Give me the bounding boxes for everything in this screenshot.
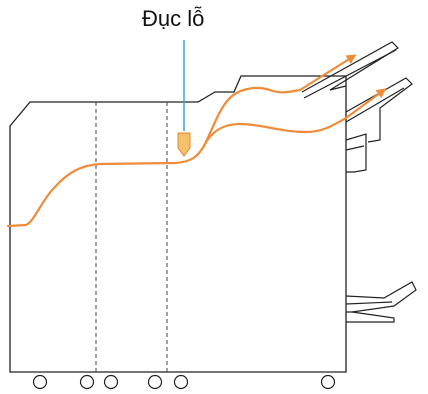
caster-wheel — [103, 374, 119, 390]
middle-output-tray — [345, 77, 413, 173]
caster-wheel — [147, 374, 163, 390]
paper-path-common — [6, 144, 206, 228]
finisher-body — [9, 75, 347, 373]
paper-path-top-tray — [202, 54, 357, 148]
bottom-output-tray — [345, 281, 417, 323]
caster-wheel — [32, 374, 48, 390]
punch-marker-icon — [177, 132, 191, 157]
top-output-tray — [301, 41, 399, 99]
punch-callout-label: Đục lỗ — [142, 6, 205, 31]
caster-wheels — [32, 374, 336, 390]
caster-wheel — [79, 374, 95, 390]
caster-wheel — [173, 374, 189, 390]
caster-wheel — [320, 374, 336, 390]
paper-path-middle-tray — [202, 88, 387, 148]
